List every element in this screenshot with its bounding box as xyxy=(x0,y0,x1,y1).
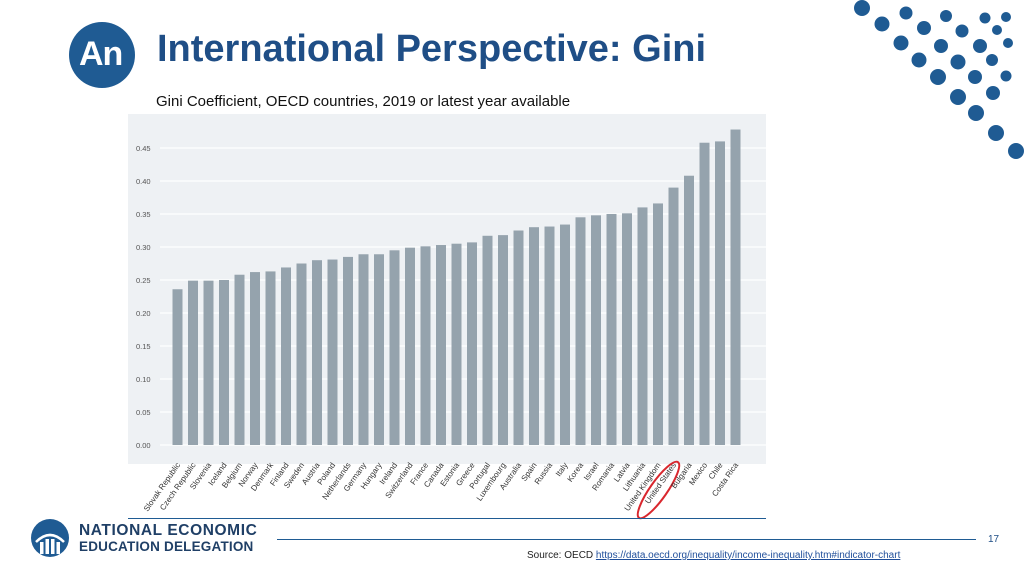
bar-canada xyxy=(436,245,446,445)
chart-bottom-line xyxy=(128,518,766,519)
y-tick-label: 0.40 xyxy=(136,177,151,186)
bar-chile xyxy=(715,141,725,445)
source-label: Source: OECD xyxy=(527,550,594,561)
bar-russia xyxy=(544,226,555,445)
need-logo-icon xyxy=(31,519,69,557)
bar-denmark xyxy=(265,271,276,445)
y-tick-label: 0.35 xyxy=(136,210,151,219)
bar-slovenia xyxy=(203,280,214,445)
footer-divider xyxy=(277,539,976,540)
bar-belgium xyxy=(234,274,245,445)
bar-united-kingdom xyxy=(653,203,663,445)
section-logo-text: An xyxy=(79,35,123,73)
bar-poland xyxy=(327,259,338,445)
bar-spain xyxy=(529,227,539,445)
bar-korea xyxy=(575,217,586,445)
bar-germany xyxy=(358,254,369,445)
source-citation: Source: OECD https://data.oecd.org/inequ… xyxy=(527,550,900,561)
bar-lithuania xyxy=(637,207,648,445)
highlight-circle xyxy=(636,460,681,520)
bar-austria xyxy=(312,260,322,445)
bar-costa-rica xyxy=(730,129,741,445)
page-number: 17 xyxy=(988,534,1000,545)
bar-estonia xyxy=(451,243,462,445)
bar-united-states xyxy=(668,187,679,445)
bar-ireland xyxy=(389,250,400,445)
bar-italy xyxy=(560,224,570,445)
y-tick-label: 0.30 xyxy=(136,243,151,252)
bar-switzerland xyxy=(405,247,415,445)
bar-portugal xyxy=(482,235,493,445)
y-tick-label: 0.10 xyxy=(136,375,151,384)
bar-hungary xyxy=(374,254,384,445)
y-tick-label: 0.00 xyxy=(136,441,151,450)
source-link[interactable]: https://data.oecd.org/inequality/income-… xyxy=(595,550,901,561)
bar-israel xyxy=(591,215,601,445)
bar-romania xyxy=(606,214,617,445)
bar-greece xyxy=(467,242,477,445)
y-tick-label: 0.15 xyxy=(136,342,151,351)
bar-sweden xyxy=(296,263,307,445)
bar-norway xyxy=(250,272,260,445)
bar-iceland xyxy=(219,280,229,445)
bar-finland xyxy=(281,267,291,445)
bar-luxembourg xyxy=(498,235,508,445)
brand-line-2: EDUCATION DELEGATION xyxy=(79,539,254,554)
bar-latvia xyxy=(622,213,632,445)
bar-bulgaria xyxy=(684,175,694,445)
section-logo: An xyxy=(69,22,135,88)
y-tick-label: 0.25 xyxy=(136,276,151,285)
bar-france xyxy=(420,246,431,445)
bar-czech-republic xyxy=(188,280,198,445)
decorative-dots xyxy=(854,0,1024,159)
bar-australia xyxy=(513,230,524,445)
bar-slovak-republic xyxy=(172,289,183,445)
y-tick-label: 0.20 xyxy=(136,309,151,318)
brand-line-1: NATIONAL ECONOMIC xyxy=(79,522,258,539)
page-title: International Perspective: Gini xyxy=(157,28,707,70)
y-tick-label: 0.45 xyxy=(136,144,151,153)
page-subtitle: Gini Coefficient, OECD countries, 2019 o… xyxy=(156,93,571,110)
bar-netherlands xyxy=(343,256,353,445)
bar-mexico xyxy=(699,142,710,445)
x-tick-label: Korea xyxy=(566,461,586,484)
y-tick-label: 0.05 xyxy=(136,408,151,417)
